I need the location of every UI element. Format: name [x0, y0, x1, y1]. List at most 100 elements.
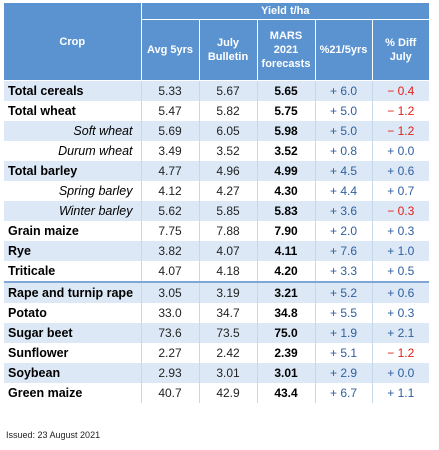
pct-diff-july-value: + 0.3 — [372, 303, 430, 323]
table-row: Sunflower 2.27 2.42 2.39 + 5.1− 1.2 — [4, 343, 430, 363]
table-row: Rape and turnip rape 3.05 3.19 3.21 + 5.2 + 0… — [4, 281, 430, 303]
pct-vs-5yrs-value: + 2.9 — [315, 363, 373, 383]
table-row: Potato 33.0 34.7 34.8 + 5.5 + 0.3 — [4, 303, 430, 323]
july-bulletin-value: 4.27 — [199, 181, 258, 201]
table-body: Total cereals 5.33 5.67 5.65 + 6.0− 0.4 Total… — [4, 80, 430, 403]
pct-diff-july-value: + 0.5 — [372, 261, 430, 282]
avg-5yrs-value: 4.12 — [141, 181, 200, 201]
mars-forecast-value: 3.01 — [257, 363, 316, 383]
table-row: Rye 3.82 4.07 4.11 + 7.6 + 1.0 — [4, 241, 430, 261]
table-row: Sugar beet 73.6 73.5 75.0 + 1.9 + 2.1 — [4, 323, 430, 343]
july-bulletin-value: 5.82 — [199, 101, 258, 121]
july-bulletin-value: 4.07 — [199, 241, 258, 261]
header-mars-forecasts: MARS 2021 forecasts — [257, 19, 316, 81]
yield-table-container: Crop Yield t/ha Avg 5yrs July Bulletin M… — [4, 3, 430, 403]
avg-5yrs-value: 5.62 — [141, 201, 200, 221]
july-bulletin-value: 7.88 — [199, 221, 258, 241]
july-bulletin-value: 3.01 — [199, 363, 258, 383]
crop-name: Soft wheat — [4, 121, 142, 141]
july-bulletin-value: 5.85 — [199, 201, 258, 221]
july-bulletin-value: 34.7 — [199, 303, 258, 323]
pct-diff-july-value: − 1.2 — [372, 343, 430, 363]
pct-vs-5yrs-value: + 1.9 — [315, 323, 373, 343]
table-row: Total cereals 5.33 5.67 5.65 + 6.0− 0.4 — [4, 80, 430, 101]
avg-5yrs-value: 2.27 — [141, 343, 200, 363]
pct-diff-july-value: − 0.3 — [372, 201, 430, 221]
pct-vs-5yrs-value: + 5.5 — [315, 303, 373, 323]
table-row: Green maize 40.7 42.9 43.4 + 6.7 + 1.1 — [4, 383, 430, 403]
mars-forecast-value: 4.99 — [257, 161, 316, 181]
avg-5yrs-value: 2.93 — [141, 363, 200, 383]
crop-name: Green maize — [4, 383, 142, 403]
pct-vs-5yrs-value: + 4.4 — [315, 181, 373, 201]
header-avg-5yrs: Avg 5yrs — [141, 19, 200, 81]
july-bulletin-value: 3.19 — [199, 281, 258, 303]
header-yield-group: Yield t/ha — [141, 3, 430, 20]
pct-vs-5yrs-value: + 4.5 — [315, 161, 373, 181]
table-row: Triticale 4.07 4.18 4.20 + 3.3 + 0.5 — [4, 261, 430, 282]
july-bulletin-value: 73.5 — [199, 323, 258, 343]
pct-vs-5yrs-value: + 6.0 — [315, 80, 373, 101]
pct-vs-5yrs-value: + 5.1 — [315, 343, 373, 363]
header-pct-vs-5yrs: %21/5yrs — [315, 19, 373, 81]
table-row: Durum wheat 3.49 3.52 3.52 + 0.8 + 0.0 — [4, 141, 430, 161]
avg-5yrs-value: 3.49 — [141, 141, 200, 161]
crop-name: Grain maize — [4, 221, 142, 241]
table-header: Crop Yield t/ha Avg 5yrs July Bulletin M… — [4, 3, 430, 81]
table-row: Grain maize 7.75 7.88 7.90 + 2.0 + 0.3 — [4, 221, 430, 241]
crop-name: Winter barley — [4, 201, 142, 221]
avg-5yrs-value: 3.05 — [141, 281, 200, 303]
crop-name: Total barley — [4, 161, 142, 181]
july-bulletin-value: 3.52 — [199, 141, 258, 161]
table-row: Total barley 4.77 4.96 4.99 + 4.5 + 0.6 — [4, 161, 430, 181]
july-bulletin-value: 2.42 — [199, 343, 258, 363]
crop-name: Sugar beet — [4, 323, 142, 343]
pct-vs-5yrs-value: + 3.3 — [315, 261, 373, 282]
pct-diff-july-value: + 0.0 — [372, 363, 430, 383]
pct-diff-july-value: + 1.0 — [372, 241, 430, 261]
crop-name: Total cereals — [4, 80, 142, 101]
pct-diff-july-value: − 1.2 — [372, 121, 430, 141]
crop-name: Sunflower — [4, 343, 142, 363]
avg-5yrs-value: 33.0 — [141, 303, 200, 323]
table-row: Winter barley 5.62 5.85 5.83 + 3.6− 0.3 — [4, 201, 430, 221]
pct-vs-5yrs-value: + 6.7 — [315, 383, 373, 403]
july-bulletin-value: 4.18 — [199, 261, 258, 282]
issued-date: Issued: 23 August 2021 — [6, 430, 101, 440]
crop-name: Triticale — [4, 261, 142, 282]
pct-diff-july-value: + 0.3 — [372, 221, 430, 241]
pct-vs-5yrs-value: + 2.0 — [315, 221, 373, 241]
header-crop: Crop — [4, 3, 142, 81]
july-bulletin-value: 6.05 — [199, 121, 258, 141]
yield-table: Crop Yield t/ha Avg 5yrs July Bulletin M… — [4, 3, 430, 403]
pct-diff-july-value: + 0.0 — [372, 141, 430, 161]
pct-diff-july-value: + 0.6 — [372, 281, 430, 303]
pct-diff-july-value: + 2.1 — [372, 323, 430, 343]
crop-name: Durum wheat — [4, 141, 142, 161]
mars-forecast-value: 4.20 — [257, 261, 316, 282]
avg-5yrs-value: 4.07 — [141, 261, 200, 282]
avg-5yrs-value: 5.69 — [141, 121, 200, 141]
july-bulletin-value: 5.67 — [199, 80, 258, 101]
avg-5yrs-value: 5.47 — [141, 101, 200, 121]
mars-forecast-value: 43.4 — [257, 383, 316, 403]
mars-forecast-value: 7.90 — [257, 221, 316, 241]
header-pct-diff-july: % Diff July — [372, 19, 430, 81]
mars-forecast-value: 4.30 — [257, 181, 316, 201]
july-bulletin-value: 42.9 — [199, 383, 258, 403]
mars-forecast-value: 3.52 — [257, 141, 316, 161]
crop-name: Potato — [4, 303, 142, 323]
table-row: Soft wheat 5.69 6.05 5.98 + 5.0− 1.2 — [4, 121, 430, 141]
mars-forecast-value: 34.8 — [257, 303, 316, 323]
pct-diff-july-value: + 1.1 — [372, 383, 430, 403]
crop-name: Total wheat — [4, 101, 142, 121]
pct-vs-5yrs-value: + 5.2 — [315, 281, 373, 303]
avg-5yrs-value: 3.82 — [141, 241, 200, 261]
july-bulletin-value: 4.96 — [199, 161, 258, 181]
mars-forecast-value: 5.83 — [257, 201, 316, 221]
pct-vs-5yrs-value: + 0.8 — [315, 141, 373, 161]
crop-name: Rape and turnip rape — [4, 281, 142, 303]
mars-forecast-value: 3.21 — [257, 281, 316, 303]
mars-forecast-value: 5.98 — [257, 121, 316, 141]
crop-name: Spring barley — [4, 181, 142, 201]
